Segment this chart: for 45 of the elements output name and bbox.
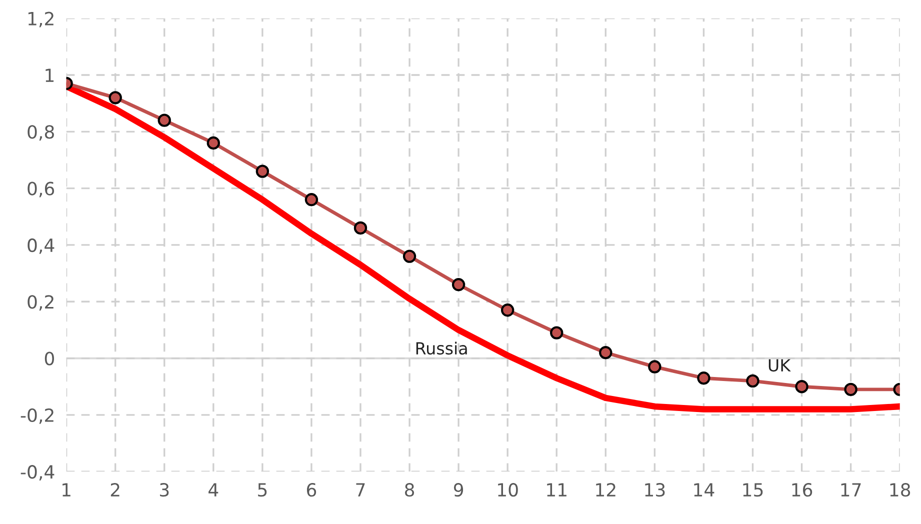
x-tick-label: 8 [405, 483, 414, 497]
point [648, 360, 662, 374]
x-tick-label: 10 [498, 483, 518, 497]
series-label: Russia [416, 342, 467, 355]
y-tick-label: 0,8 [28, 125, 54, 141]
y-tick-label: 0,2 [28, 295, 54, 311]
point [304, 193, 318, 206]
x-tick-label: 3 [160, 483, 169, 497]
y-tick-label: 0,6 [28, 182, 54, 198]
y-tick-label: 0 [44, 352, 54, 366]
point [452, 278, 466, 292]
point [844, 382, 858, 396]
point [206, 136, 220, 150]
x-tick-label: 13 [645, 483, 665, 497]
y-tick-label: 1 [46, 68, 54, 82]
x-tick-label: 7 [356, 483, 365, 496]
point [108, 91, 122, 104]
y-tick-label: 1,2 [28, 12, 54, 28]
x-tick-label: 2 [110, 483, 120, 496]
x-tick-label: 5 [258, 483, 267, 497]
point [599, 346, 612, 360]
x-tick-label: 12 [596, 483, 616, 496]
point [500, 304, 514, 317]
point [746, 374, 760, 388]
point [697, 372, 710, 385]
x-tick-label: 16 [792, 483, 812, 497]
x-tick-label: 15 [743, 483, 763, 497]
y-tick-label: -0,2 [20, 408, 54, 424]
point [354, 221, 368, 235]
point [402, 250, 416, 263]
point [158, 114, 171, 127]
point [550, 326, 564, 340]
y-tick-label: -0,4 [20, 465, 54, 481]
x-tick-label: 11 [547, 483, 566, 496]
y-tick-label: 0,4 [28, 238, 54, 254]
point [256, 164, 270, 178]
x-tick-label: 14 [694, 483, 714, 496]
series-label: UK [768, 359, 791, 372]
x-tick-label: 6 [306, 483, 316, 497]
x-tick-label: 17 [841, 483, 861, 496]
x-tick-label: 18 [890, 483, 910, 497]
point [795, 380, 808, 394]
x-tick-label: 9 [454, 483, 464, 497]
x-tick-label: 1 [62, 483, 70, 496]
x-tick-label: 4 [208, 483, 218, 496]
